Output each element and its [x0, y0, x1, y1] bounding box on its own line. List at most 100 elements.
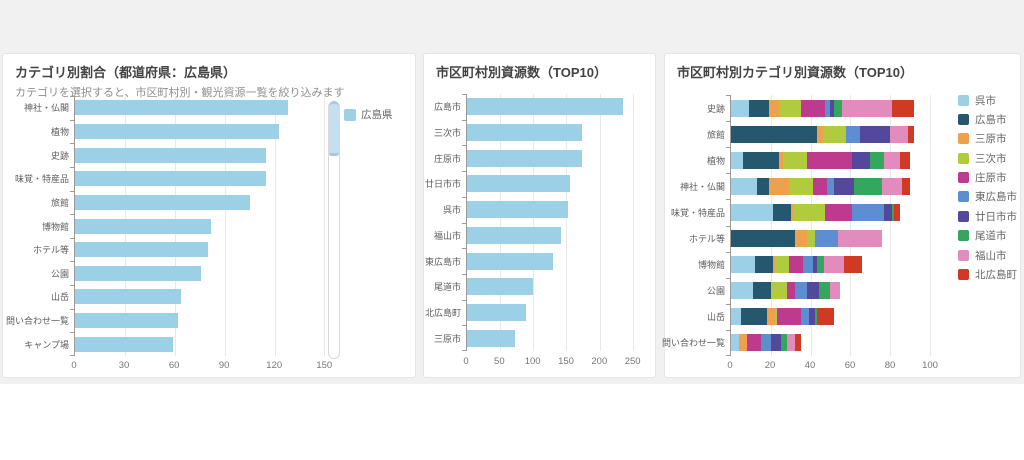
bar-segment[interactable]	[768, 177, 789, 195]
bar-segment[interactable]	[778, 99, 801, 117]
legend-item[interactable]: 北広島町	[958, 269, 1017, 281]
legend-item[interactable]: 尾道市	[958, 230, 1017, 242]
datazoom-handle[interactable]	[329, 101, 339, 156]
bar-segment[interactable]	[731, 230, 795, 248]
bar[interactable]	[467, 201, 569, 219]
bar-segment[interactable]	[852, 151, 871, 169]
bar-segment[interactable]	[731, 256, 755, 274]
bar[interactable]	[75, 218, 212, 234]
bar-segment[interactable]	[770, 334, 781, 352]
bar[interactable]	[75, 242, 208, 258]
legend-item[interactable]: 呉市	[958, 94, 1017, 107]
bar-segment[interactable]	[786, 334, 795, 352]
bar-segment[interactable]	[824, 99, 831, 117]
bar-segment[interactable]	[814, 308, 817, 326]
legend[interactable]: 広島県	[344, 107, 393, 122]
bar-segment[interactable]	[824, 256, 845, 274]
bar-segment[interactable]	[740, 308, 767, 326]
bar-segment[interactable]	[800, 99, 825, 117]
bar-segment[interactable]	[756, 177, 769, 195]
bar-segment[interactable]	[860, 125, 891, 143]
bar-segment[interactable]	[772, 256, 775, 274]
legend-item[interactable]: 廿日市市	[958, 210, 1017, 223]
bar-segment[interactable]	[731, 125, 817, 143]
bar-segment[interactable]	[882, 177, 903, 195]
bar[interactable]	[75, 171, 267, 187]
bar-segment[interactable]	[894, 203, 901, 221]
bar-segment[interactable]	[778, 151, 783, 169]
bar-segment[interactable]	[731, 99, 749, 117]
bar-segment[interactable]	[816, 256, 825, 274]
bar-segment[interactable]	[794, 282, 807, 300]
legend-item[interactable]: 庄原市	[958, 172, 1017, 184]
datazoom-slider[interactable]	[328, 101, 340, 359]
legend-item[interactable]: 広島市	[958, 113, 1017, 126]
bar[interactable]	[467, 98, 623, 116]
bar-segment[interactable]	[770, 282, 787, 300]
bar[interactable]	[75, 123, 280, 139]
bar-segment[interactable]	[852, 203, 885, 221]
legend-item[interactable]: 三原市	[958, 133, 1017, 145]
bar-segment[interactable]	[786, 282, 795, 300]
bar-segment[interactable]	[844, 256, 863, 274]
bar-segment[interactable]	[842, 99, 893, 117]
bar-segment[interactable]	[754, 256, 773, 274]
bar-segment[interactable]	[731, 203, 773, 221]
bar-segment[interactable]	[776, 308, 801, 326]
bar[interactable]	[75, 147, 267, 163]
bar-segment[interactable]	[780, 334, 787, 352]
bar-segment[interactable]	[892, 99, 915, 117]
bar-segment[interactable]	[818, 282, 831, 300]
bar-segment[interactable]	[808, 308, 815, 326]
bar-segment[interactable]	[816, 308, 835, 326]
bar-segment[interactable]	[830, 282, 841, 300]
bar-segment[interactable]	[870, 151, 885, 169]
bar-segment[interactable]	[800, 308, 809, 326]
bar-segment[interactable]	[884, 151, 901, 169]
bar-segment[interactable]	[738, 334, 747, 352]
bar-segment[interactable]	[892, 203, 895, 221]
bar-segment[interactable]	[834, 177, 855, 195]
bar-segment[interactable]	[794, 230, 807, 248]
bar[interactable]	[467, 226, 562, 244]
bar-segment[interactable]	[731, 151, 743, 169]
bar-segment[interactable]	[806, 151, 853, 169]
bar[interactable]	[467, 124, 582, 142]
bar[interactable]	[75, 336, 174, 352]
bar-segment[interactable]	[830, 99, 835, 117]
bar[interactable]	[467, 303, 526, 321]
bar-segment[interactable]	[816, 125, 823, 143]
bar[interactable]	[75, 313, 179, 329]
legend-item[interactable]: 福山市	[958, 249, 1017, 262]
bar-segment[interactable]	[846, 125, 861, 143]
bar-segment[interactable]	[812, 256, 817, 274]
bar-segment[interactable]	[748, 99, 769, 117]
bar-segment[interactable]	[908, 125, 915, 143]
bar-segment[interactable]	[746, 334, 761, 352]
bar-segment[interactable]	[812, 177, 827, 195]
bar-segment[interactable]	[902, 177, 911, 195]
legend-item[interactable]: 東広島市	[958, 191, 1017, 203]
bar[interactable]	[467, 278, 533, 296]
bar-segment[interactable]	[742, 151, 779, 169]
legend-item[interactable]: 三次市	[958, 152, 1017, 165]
bar[interactable]	[467, 175, 570, 193]
bar-segment[interactable]	[792, 203, 825, 221]
bar-segment[interactable]	[814, 230, 839, 248]
bar-segment[interactable]	[766, 308, 775, 326]
bar-segment[interactable]	[788, 177, 813, 195]
bar-segment[interactable]	[838, 230, 883, 248]
bar-segment[interactable]	[752, 282, 771, 300]
bar[interactable]	[75, 289, 182, 305]
bar-segment[interactable]	[802, 256, 813, 274]
bar-segment[interactable]	[890, 125, 909, 143]
bar-segment[interactable]	[731, 308, 741, 326]
bar[interactable]	[467, 149, 582, 167]
bar-segment[interactable]	[731, 282, 753, 300]
bar-segment[interactable]	[774, 308, 777, 326]
bar-segment[interactable]	[774, 256, 789, 274]
bar-segment[interactable]	[731, 177, 757, 195]
bar[interactable]	[75, 100, 288, 116]
bar-segment[interactable]	[854, 177, 883, 195]
bar-segment[interactable]	[788, 256, 803, 274]
